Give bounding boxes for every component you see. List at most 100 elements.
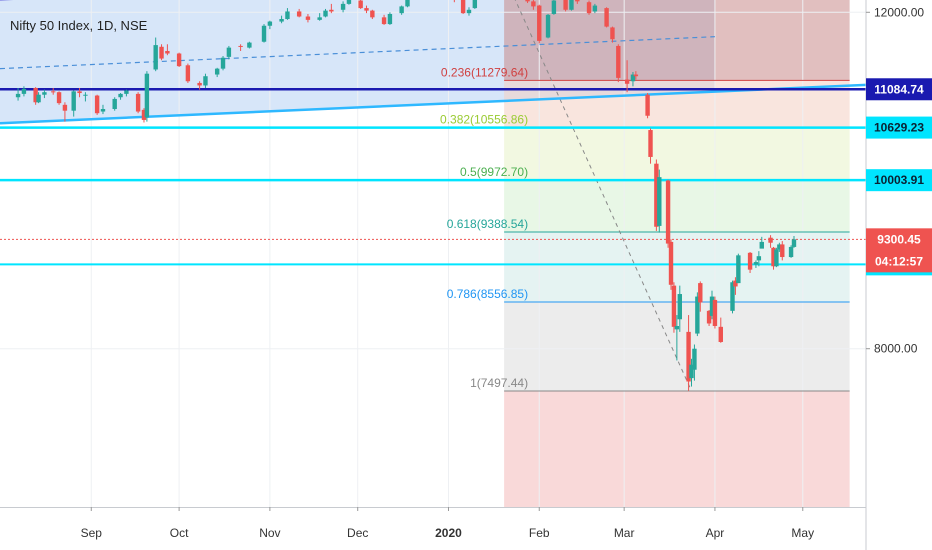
candle-body <box>144 73 150 118</box>
candle-body <box>747 252 753 270</box>
candle-body <box>323 10 328 17</box>
candle-body <box>736 255 741 284</box>
candle-body <box>592 5 598 12</box>
candle-body <box>460 0 466 14</box>
candle-body <box>42 92 47 95</box>
candle-body <box>668 241 674 285</box>
candle-body <box>777 244 782 250</box>
candle-body <box>575 0 580 2</box>
price-tag-label: 11084.74 <box>874 82 924 96</box>
last-price-tag-label: 9300.45 <box>877 232 921 246</box>
fib-band <box>504 127 850 181</box>
candle-body <box>466 9 472 14</box>
candle-body <box>358 0 363 9</box>
countdown-tag-label: 04:12:57 <box>875 254 923 268</box>
candle-body <box>677 294 682 320</box>
candle-body <box>674 325 680 330</box>
candle-body <box>686 331 691 382</box>
candle-body <box>657 177 662 226</box>
fibonacci-layer: 0(12147.96)0.236(11279.64)0.382(10556.86… <box>440 0 850 392</box>
candle-body <box>381 17 387 25</box>
candle-body <box>21 88 27 94</box>
fib-level-label: 0.236(11279.64) <box>441 65 528 79</box>
candle-body <box>285 11 290 20</box>
chart-title: Nifty 50 Index, 1D, NSE <box>10 18 148 33</box>
candle-body <box>563 0 568 10</box>
candle-body <box>692 348 697 370</box>
candle-body <box>698 283 703 303</box>
candle-body <box>94 95 100 114</box>
fib-band-extension <box>504 391 850 507</box>
x-tick-label: Sep <box>81 526 103 540</box>
candle-body <box>226 47 232 57</box>
x-tick-label: Feb <box>529 526 550 540</box>
candle-body <box>645 94 650 116</box>
fib-band <box>504 231 850 302</box>
candle-body <box>665 180 671 244</box>
fib-band <box>504 180 850 232</box>
y-tick-label: 8000.00 <box>874 342 918 356</box>
fib-level-label: 0.786(8556.85) <box>447 287 528 301</box>
candle-body <box>706 310 712 324</box>
candle-body <box>185 65 191 82</box>
candle-body <box>569 0 574 10</box>
candle-body <box>753 262 759 265</box>
candle-body <box>71 91 76 111</box>
candle-body <box>153 45 158 70</box>
candle-body <box>791 239 797 247</box>
candle-body <box>370 10 375 18</box>
candle-body <box>610 27 615 40</box>
grid-layer <box>0 0 866 507</box>
candle-body <box>624 79 630 84</box>
price-tag-box <box>866 169 932 192</box>
candle-body <box>545 14 551 38</box>
candle-body <box>712 299 718 326</box>
candle-body <box>83 94 88 96</box>
candle-body <box>788 246 794 258</box>
channel-median-line <box>0 36 715 70</box>
background-layer <box>0 0 850 507</box>
x-tick-label: 2020 <box>435 526 462 540</box>
price-tag-label: 10003.91 <box>874 173 924 187</box>
fib-level-label: 0.618(9388.54) <box>447 217 528 231</box>
candle-body <box>305 16 311 20</box>
candle-body <box>214 68 220 75</box>
candle-body <box>261 25 267 42</box>
candle-body <box>616 45 621 78</box>
candle-body <box>56 92 62 104</box>
price-tag-box <box>866 78 932 101</box>
x-tick-label: Apr <box>706 526 725 540</box>
candle-body <box>780 244 785 258</box>
candle-body <box>633 74 639 77</box>
candle-body <box>709 296 715 316</box>
candle-body <box>537 5 542 41</box>
candle-body <box>317 17 322 20</box>
x-tick-label: Dec <box>347 526 368 540</box>
candle-body <box>387 13 393 25</box>
candle-body <box>630 74 636 82</box>
candle-body <box>671 285 677 327</box>
x-tick-label: Mar <box>614 526 635 540</box>
candle-body <box>15 93 21 98</box>
candle-body <box>364 8 369 11</box>
candle-body <box>525 0 530 2</box>
candle-body <box>279 19 284 22</box>
candle-body <box>197 82 202 86</box>
candle-body <box>695 296 700 334</box>
candle-body <box>203 76 208 86</box>
candle-body <box>733 280 738 287</box>
candle-body <box>36 94 41 103</box>
candle-body <box>141 109 147 120</box>
candle-body <box>648 130 653 157</box>
price-tag-label: 10629.23 <box>874 121 924 135</box>
candle-body <box>118 93 123 98</box>
candle-body <box>51 91 56 93</box>
candle-body <box>689 364 694 379</box>
candle-body <box>62 104 68 111</box>
candle-body <box>551 0 557 14</box>
candle-body <box>771 247 776 267</box>
last-price-tag-box <box>866 228 932 273</box>
x-tick-label: Nov <box>259 526 280 540</box>
